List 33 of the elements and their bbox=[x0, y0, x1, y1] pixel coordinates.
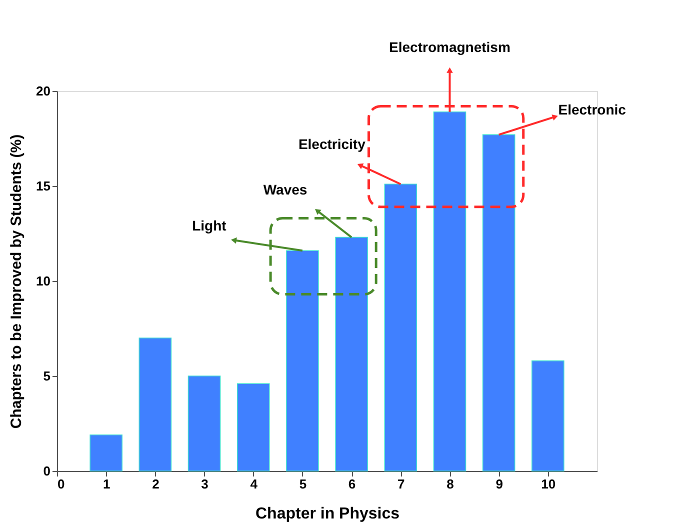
y-tick-label: 5 bbox=[43, 368, 50, 384]
annotation: Waves bbox=[263, 181, 308, 198]
x-tick-label: 7 bbox=[398, 476, 405, 492]
bar bbox=[482, 134, 516, 472]
bar bbox=[138, 338, 172, 472]
x-tick-label: 8 bbox=[446, 476, 454, 492]
bar bbox=[236, 383, 270, 472]
y-tick-label: 10 bbox=[36, 274, 50, 288]
x-tick-label: 5 bbox=[299, 476, 307, 492]
bar bbox=[532, 360, 564, 472]
x-tick-label: 2 bbox=[152, 476, 160, 492]
x-axis-title: Chapter in Physics bbox=[255, 506, 400, 522]
x-tick-label: 9 bbox=[496, 476, 503, 492]
bar bbox=[188, 376, 221, 472]
x-tick-label: 10 bbox=[541, 476, 556, 492]
x-tick-label: 6 bbox=[348, 476, 356, 492]
x-tick-label: 0 bbox=[58, 476, 65, 492]
y-tick-label: 15 bbox=[36, 178, 50, 194]
annotation: Electronic bbox=[558, 102, 626, 118]
bar bbox=[433, 112, 466, 472]
x-tick-label: 1 bbox=[102, 476, 110, 492]
x-tick-label: 4 bbox=[250, 476, 258, 492]
annotation: Electricity bbox=[298, 136, 366, 152]
y-tick-label: 20 bbox=[36, 84, 50, 98]
bar bbox=[384, 184, 418, 472]
bar bbox=[286, 250, 319, 472]
x-tick-label: 3 bbox=[201, 476, 208, 492]
bar bbox=[90, 434, 122, 472]
y-tick-label: 0 bbox=[43, 464, 50, 478]
annotation: Electromagnetism bbox=[389, 38, 510, 55]
y-axis-title: Chapters to be Improved by Students (%) bbox=[8, 134, 26, 429]
annotation: Light bbox=[192, 218, 227, 234]
bar bbox=[335, 236, 368, 472]
